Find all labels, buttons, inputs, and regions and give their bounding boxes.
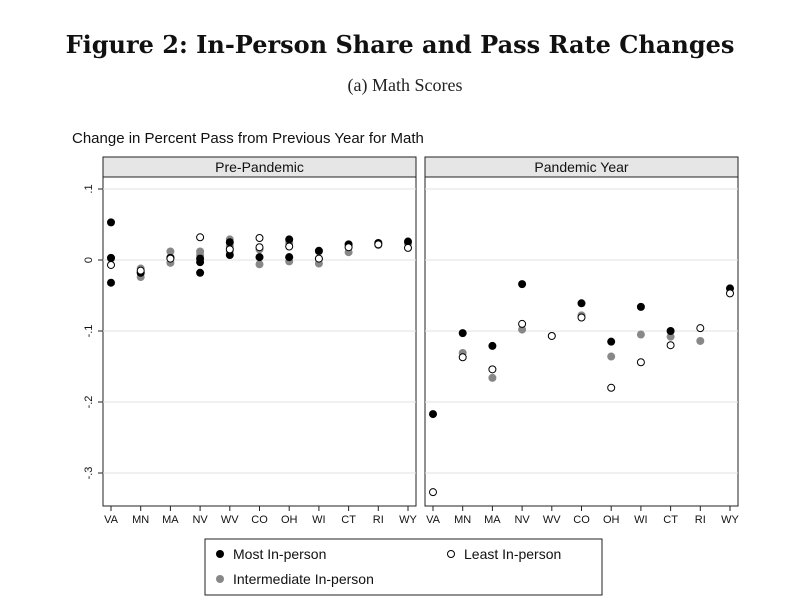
- x-tick-label-wy: WY: [721, 514, 739, 526]
- point-intermediate-in-person-ct: [666, 332, 675, 341]
- point-most-in-person-wy: [404, 237, 412, 246]
- y-tick-label: -.1: [83, 325, 95, 338]
- y-tick-label: -.2: [83, 396, 95, 409]
- point-most-in-person-co: [255, 253, 264, 262]
- x-tick-label-oh: OH: [281, 514, 298, 526]
- strip-pre-pandemic: [102, 156, 417, 178]
- point-most-in-person-va: [107, 253, 115, 262]
- point-least-in-person-co: [577, 313, 586, 322]
- figure-title: Figure 2: In-Person Share and Pass Rate …: [65, 30, 735, 59]
- point-least-in-person-ma: [166, 254, 175, 263]
- point-least-in-person-oh: [285, 242, 294, 251]
- y-tick-label: -.3: [83, 467, 95, 480]
- x-tick-label-wi: WI: [634, 514, 647, 526]
- panel-title-pandemic-year: Pandemic Year: [534, 159, 629, 175]
- figure-subtitle: (a) Math Scores: [347, 75, 463, 95]
- x-tick-label-va: VA: [104, 514, 119, 526]
- x-tick-label-ma: MA: [484, 514, 501, 526]
- point-most-in-person-wi: [314, 246, 323, 255]
- point-most-in-person-va: [429, 410, 437, 419]
- plot-area-pre-pandemic: [102, 176, 417, 507]
- point-most-in-person-wv: [225, 238, 234, 247]
- x-tick-label-wv: WV: [221, 514, 239, 526]
- x-tick-label-ct: CT: [663, 514, 678, 526]
- x-tick-label-co: CO: [573, 514, 590, 526]
- point-most-in-person-nv: [196, 268, 205, 277]
- x-tick-label-ma: MA: [162, 514, 179, 526]
- x-tick-label-co: CO: [251, 514, 268, 526]
- point-least-in-person-wv: [547, 331, 556, 340]
- point-least-in-person-wy: [404, 243, 412, 252]
- point-least-in-person-wy: [726, 289, 734, 298]
- legend-label-most: Most In-person: [233, 546, 326, 562]
- x-tick-label-wy: WY: [399, 514, 417, 526]
- point-least-in-person-nv: [196, 233, 205, 242]
- x-tick-label-ri: RI: [695, 514, 706, 526]
- legend-marker-intermediate: [216, 575, 224, 583]
- point-least-in-person-ri: [374, 240, 383, 249]
- x-tick-label-va: VA: [426, 514, 441, 526]
- y-tick-label: .1: [83, 184, 95, 193]
- point-least-in-person-wv: [225, 245, 234, 254]
- point-intermediate-in-person-nv: [518, 325, 527, 334]
- point-most-in-person-oh: [285, 235, 294, 244]
- point-most-in-person-va: [107, 278, 115, 287]
- point-least-in-person-ct: [666, 341, 675, 350]
- y-tick-label: 0: [83, 257, 95, 263]
- x-tick-label-mn: MN: [132, 514, 149, 526]
- point-most-in-person-mn: [458, 329, 467, 338]
- legend-marker-most: [216, 550, 224, 558]
- point-least-in-person-ma: [488, 365, 497, 374]
- x-tick-label-ct: CT: [341, 514, 356, 526]
- point-most-in-person-nv: [518, 280, 527, 289]
- point-intermediate-in-person-oh: [607, 352, 616, 361]
- point-least-in-person-mn: [458, 353, 467, 362]
- point-least-in-person-ri: [696, 324, 705, 333]
- point-most-in-person-oh: [607, 337, 616, 346]
- plot-area-pandemic-year: [424, 176, 739, 507]
- point-least-in-person-nv: [518, 319, 527, 328]
- point-intermediate-in-person-co: [255, 260, 264, 269]
- point-most-in-person-wv: [225, 251, 234, 260]
- point-least-in-person-ct: [344, 243, 353, 252]
- point-intermediate-in-person-ma: [166, 247, 175, 256]
- point-intermediate-in-person-wi: [636, 330, 645, 339]
- point-least-in-person-va: [107, 260, 115, 269]
- point-intermediate-in-person-ri: [696, 336, 705, 345]
- strip-pandemic-year: [424, 156, 739, 178]
- point-most-in-person-nv: [196, 258, 205, 267]
- legend-label-least: Least In-person: [464, 546, 561, 562]
- legend-box: [204, 538, 603, 596]
- point-most-in-person-co: [577, 299, 586, 308]
- point-most-in-person-ct: [666, 327, 675, 335]
- point-most-in-person-oh: [285, 253, 294, 262]
- point-least-in-person-wi: [314, 254, 323, 263]
- point-intermediate-in-person-ma: [488, 373, 497, 382]
- point-least-in-person-va: [429, 488, 437, 497]
- x-tick-label-ri: RI: [373, 514, 384, 526]
- legend-marker-least: [447, 550, 455, 558]
- x-tick-label-mn: MN: [454, 514, 471, 526]
- x-tick-label-nv: NV: [192, 514, 208, 526]
- chart-title: Change in Percent Pass from Previous Yea…: [72, 130, 424, 147]
- point-least-in-person-oh: [607, 383, 616, 392]
- x-tick-label-oh: OH: [603, 514, 620, 526]
- point-least-in-person-wi: [636, 358, 645, 367]
- point-least-in-person-mn: [136, 266, 145, 275]
- point-least-in-person-co: [255, 243, 264, 252]
- x-tick-label-wi: WI: [312, 514, 325, 526]
- x-tick-label-nv: NV: [514, 514, 530, 526]
- point-most-in-person-ma: [488, 341, 497, 350]
- point-most-in-person-wi: [636, 302, 645, 311]
- panel-title-pre-pandemic: Pre-Pandemic: [215, 159, 304, 175]
- point-least-in-person-co: [255, 233, 264, 242]
- point-most-in-person-va: [107, 218, 115, 227]
- x-tick-label-wv: WV: [543, 514, 561, 526]
- legend-label-intermediate: Intermediate In-person: [233, 571, 374, 587]
